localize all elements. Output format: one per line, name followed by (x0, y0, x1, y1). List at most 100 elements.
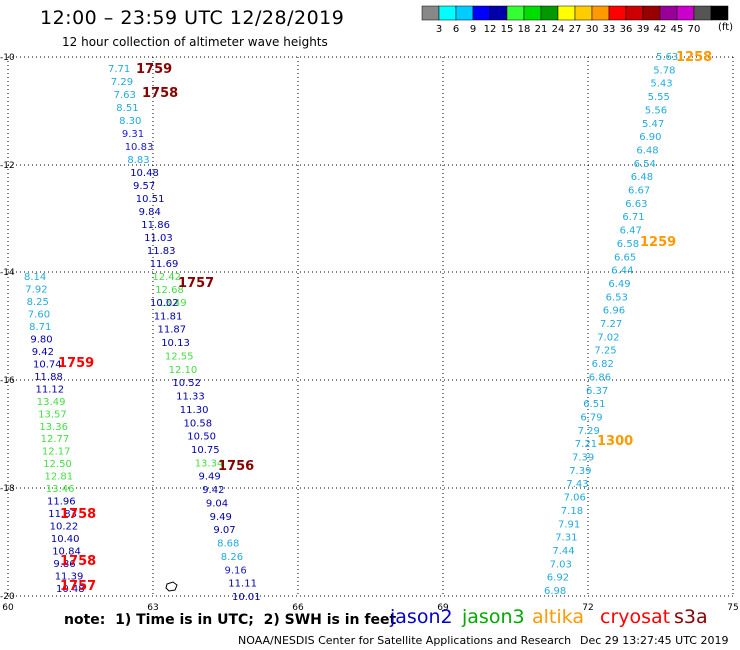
scale-label: 6 (453, 24, 459, 35)
timestamp: Dec 29 13:27:45 UTC 2019 (580, 634, 729, 647)
wave-height-label: 6.63 (625, 199, 647, 210)
pass-time-label: 1258 (676, 50, 712, 65)
wave-height-label: 13.46 (46, 484, 75, 495)
scale-swatch (693, 5, 712, 21)
wave-height-label: 9.04 (206, 499, 228, 510)
wave-height-label: 7.21 (575, 439, 597, 450)
wave-height-label: 9.84 (139, 207, 161, 218)
wave-height-label: 5.43 (650, 79, 672, 90)
wave-height-label: 6.48 (636, 145, 658, 156)
wave-height-label: 6.37 (586, 386, 608, 397)
scale-label: 9 (470, 24, 476, 35)
legend-item: altika (532, 606, 584, 628)
wave-height-label: 9.57 (133, 181, 155, 192)
lon-label: 72 (582, 603, 593, 613)
wave-height-label: 10.58 (184, 418, 213, 429)
wave-height-label: 7.03 (550, 559, 572, 570)
wave-height-label: 13.49 (158, 298, 187, 309)
wave-height-label: 5.56 (645, 105, 667, 116)
wave-height-label: 10.48 (130, 168, 159, 179)
scale-swatch (710, 5, 729, 21)
wave-height-label: 8.68 (217, 539, 239, 550)
wave-height-label: 6.54 (634, 159, 656, 170)
wave-height-label: 6.49 (608, 279, 630, 290)
wave-height-label: 7.29 (111, 77, 133, 88)
scale-swatch (676, 5, 695, 21)
wave-height-label: 7.43 (566, 479, 588, 490)
wave-height-label: 10.83 (125, 142, 154, 153)
wave-height-label: 6.65 (614, 252, 636, 263)
wave-height-label: 12.68 (155, 285, 184, 296)
wave-height-label: 6.92 (547, 573, 569, 584)
wave-height-label: 6.71 (622, 212, 644, 223)
pass-time-label: 1758 (60, 554, 96, 569)
wave-height-label: 10.52 (172, 378, 201, 389)
wave-height-label: 7.39 (569, 466, 591, 477)
footnote: note: 1) Time is in UTC; 2) SWH is in fe… (64, 612, 397, 628)
lat-label: -14 (0, 268, 15, 278)
wave-height-label: 11.33 (176, 392, 205, 403)
wave-height-label: 12.50 (43, 459, 72, 470)
scale-swatch (438, 5, 457, 21)
wave-height-label: 9.49 (210, 512, 232, 523)
scale-swatch (540, 5, 559, 21)
scale-label: 39 (637, 24, 650, 35)
wave-height-label: 10.02 (150, 298, 179, 309)
wave-height-label: 6.48 (631, 172, 653, 183)
pass-time-label: 1757 (60, 579, 96, 594)
scale-label: 42 (654, 24, 667, 35)
page-title: 12:00 – 23:59 UTC 12/28/2019 (40, 7, 345, 29)
scale-swatch (574, 5, 593, 21)
wave-height-label: 11.83 (147, 246, 176, 257)
wave-height-label: 5.47 (642, 119, 664, 130)
lon-label: 60 (2, 603, 14, 613)
wave-height-label: 8.25 (27, 297, 49, 308)
wave-height-label: 12.17 (42, 447, 71, 458)
wave-height-label: 11.39 (55, 572, 84, 583)
pass-time-label: 1259 (640, 235, 676, 250)
wave-height-label: 6.44 (611, 266, 633, 277)
scale-label: 36 (620, 24, 633, 35)
wave-height-label: 11.30 (180, 405, 209, 416)
scale-label: 70 (688, 24, 701, 35)
wave-height-label: 8.51 (116, 103, 138, 114)
scale-swatch (642, 5, 661, 21)
wave-height-label: 9.31 (122, 129, 144, 140)
wave-height-label: 11.81 (154, 311, 183, 322)
wave-height-label: 7.91 (558, 519, 580, 530)
wave-height-label: 11.87 (158, 325, 187, 336)
wave-height-label: 7.25 (594, 346, 616, 357)
scale-label: 27 (569, 24, 582, 35)
wave-height-label: 6.90 (639, 132, 661, 143)
wave-height-label: 13.36 (39, 422, 68, 433)
wave-height-label: 12.10 (169, 365, 198, 376)
wave-height-label: 11.96 (47, 497, 76, 508)
wave-height-label: 11.03 (144, 233, 173, 244)
wave-height-label: 7.06 (564, 493, 586, 504)
legend-item: cryosat (600, 606, 671, 628)
scale-swatch (608, 5, 627, 21)
lat-label: -12 (0, 161, 15, 171)
wave-height-label: 6.86 (589, 372, 611, 383)
wave-height-label: 7.92 (25, 285, 47, 296)
wave-height-label: 11.86 (141, 220, 170, 231)
page-subtitle: 12 hour collection of altimeter wave hei… (62, 35, 328, 49)
wave-height-label: 6.82 (592, 359, 614, 370)
wave-height-label: 6.58 (617, 239, 639, 250)
lat-label: -20 (0, 592, 15, 602)
scale-label: 15 (501, 24, 514, 35)
scale-swatch (625, 5, 644, 21)
wave-height-label: 6.51 (583, 399, 605, 410)
wave-height-label: 5.78 (653, 65, 675, 76)
wave-height-label: 12.81 (45, 472, 74, 483)
scale-swatch (523, 5, 542, 21)
wave-height-label: 11.88 (34, 372, 63, 383)
wave-height-label: 8.26 (221, 552, 243, 563)
wave-height-label: 9.49 (199, 472, 221, 483)
lat-label: -10 (0, 53, 15, 63)
wave-height-label: 5.55 (648, 92, 670, 103)
pass-time-label: 1757 (178, 276, 214, 291)
wave-height-label: 6.79 (580, 413, 602, 424)
scale-units: (ft) (718, 22, 734, 33)
